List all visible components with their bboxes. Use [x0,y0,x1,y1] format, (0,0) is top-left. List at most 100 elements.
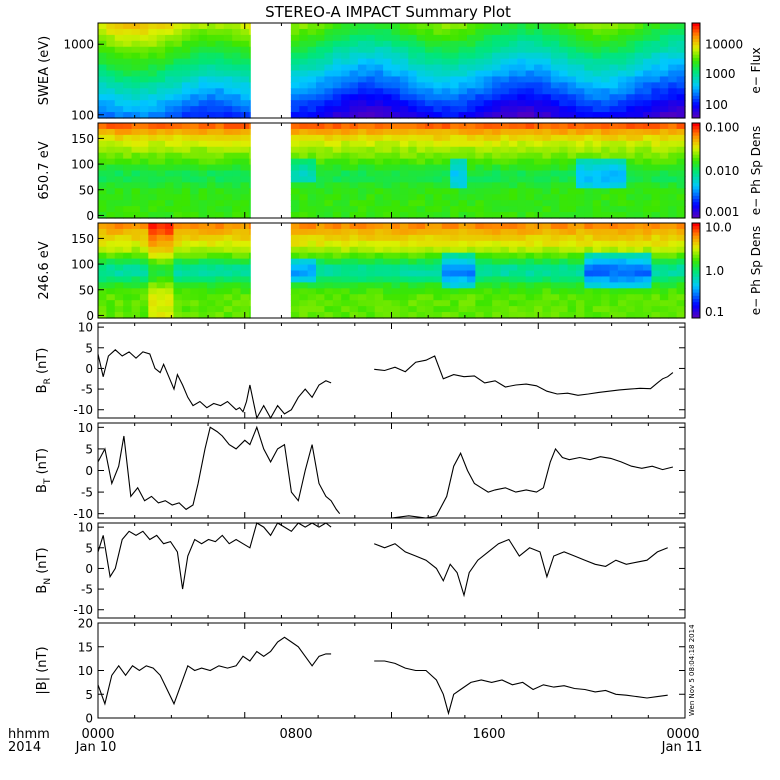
pad650-heatmap-cell [617,182,627,189]
swea-heatmap-cell [139,100,149,107]
swea-heatmap-cell [165,112,175,119]
swea-heatmap-cell [550,28,560,36]
swea-heatmap-cell [416,28,426,36]
swea-heatmap-cell [441,40,451,48]
pad650-heatmap-cell [131,212,141,219]
swea-heatmap-cell [357,23,367,30]
pad650-heatmap-cell [567,134,577,142]
pad650-heatmap-cell [433,128,443,136]
swea-heatmap-cell [609,64,619,72]
pad246-heatmap-cell [374,234,384,242]
swea-heatmap-cell [198,70,208,78]
pad650-heatmap-cell [617,123,627,130]
swea-heatmap-cell [190,52,200,60]
swea-heatmap-cell [651,23,661,30]
pad650-heatmap-cell [601,170,611,178]
pad650-heatmap-cell [483,134,493,142]
pad246-heatmap-cell [592,246,602,254]
pad650-heatmap-cell [98,182,107,189]
pad246-heatmap-cell [651,246,661,254]
pad246-heatmap-cell [433,306,443,313]
pad650-heatmap-cell [668,164,678,172]
swea-heatmap-cell [500,58,510,66]
swea-heatmap-cell [165,82,175,89]
pad650-heatmap-cell [324,123,334,130]
pad650-heatmap-cell [198,123,208,130]
swea-heatmap-cell [508,34,518,42]
swea-heatmap-cell [156,34,166,42]
pad650-heatmap-cell [165,176,175,183]
pad650-heatmap-cell [575,140,585,148]
swea-heatmap-cell [123,88,133,95]
swea-heatmap-cell [148,106,158,113]
swea-heatmap-cell [207,23,216,30]
pad246-colorbar-tick-label: 10.0 [705,220,732,234]
pad650-heatmap-cell [466,176,476,183]
pad650-heatmap-cell [374,212,384,219]
pad650-heatmap-cell [483,128,493,136]
swea-heatmap-cell [399,64,409,72]
pad650-colorbar-step [692,214,700,219]
pad246-heatmap-cell [643,282,653,289]
pad650-heatmap-cell [659,206,669,213]
swea-heatmap-cell [508,40,518,48]
pad246-heatmap-cell [324,258,334,266]
swea-heatmap-cell [106,106,116,113]
pad246-heatmap-cell [517,270,527,278]
swea-heatmap-cell [198,100,208,107]
pad650-heatmap-cell [366,194,376,201]
swea-heatmap-cell [131,88,141,95]
pad246-heatmap-cell [534,300,544,307]
pad650-heatmap-cell [651,123,661,130]
swea-heatmap-cell [114,58,124,66]
pad246-heatmap-cell [450,276,460,283]
swea-heatmap-cell [181,23,191,30]
pad246-heatmap-cell [341,234,351,242]
swea-heatmap-cell [139,94,149,101]
pad246-heatmap-cell [634,258,644,266]
pad246-heatmap-cell [659,300,669,307]
swea-heatmap-cell [139,34,149,42]
swea-heatmap-cell [106,23,116,30]
pad650-heatmap-cell [433,152,443,160]
pad246-heatmap-cell [190,234,200,242]
pad246-heatmap-cell [207,306,216,313]
pad650-heatmap-cell [148,176,158,183]
swea-heatmap-cell [483,40,493,48]
pad650-heatmap-cell [290,188,300,195]
pad650-ylabel: 650.7 eV [37,141,52,199]
pad650-colorbar-step [692,126,700,130]
pad650-heatmap-cell [148,182,158,189]
swea-heatmap-cell [466,28,476,36]
pad650-heatmap-cell [659,128,669,136]
swea-heatmap-cell [483,23,493,30]
swea-heatmap-cell [433,64,443,72]
pad246-heatmap-cell [123,264,133,272]
swea-heatmap-cell [458,52,468,60]
swea-heatmap-cell [575,100,585,107]
pad246-heatmap-cell [383,270,393,278]
swea-heatmap-cell [492,58,502,66]
pad246-heatmap-cell [232,306,242,313]
swea-heatmap-cell [106,64,116,72]
pad246-heatmap-cell [223,282,233,289]
swea-heatmap-cell [148,112,158,119]
swea-heatmap-cell [617,34,627,42]
pad650-heatmap-cell [181,212,191,219]
pad650-heatmap-cell [592,182,602,189]
pad246-heatmap-cell [617,234,627,242]
pad650-heatmap-cell [181,182,191,189]
pad246-heatmap-cell [643,252,653,260]
pad246-heatmap-cell [542,270,552,278]
swea-heatmap-cell [659,76,669,83]
pad650-colorbar-step [692,154,700,159]
pad650-heatmap-cell [148,123,158,130]
pad246-heatmap-cell [123,258,133,266]
pad246-heatmap-cell [668,246,678,254]
pad246-heatmap-cell [668,294,678,301]
swea-heatmap-cell [508,70,518,78]
pad650-heatmap-cell [609,200,619,207]
pad246-heatmap-cell [299,306,309,313]
pad650-heatmap-cell [165,206,175,213]
pad650-heatmap-cell [575,200,585,207]
